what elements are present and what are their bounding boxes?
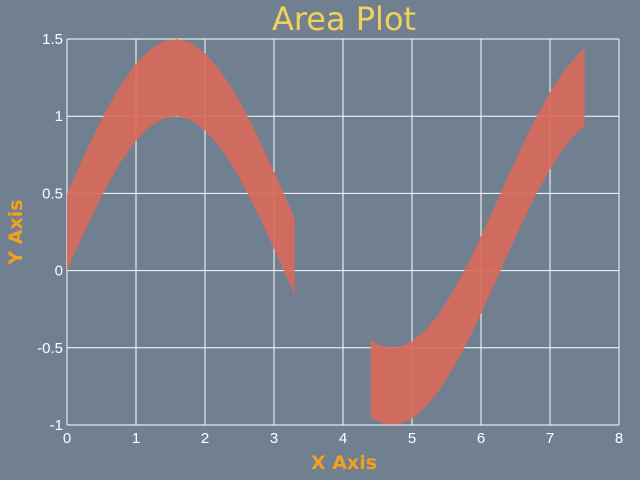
x-tick-label: 5 [408, 430, 416, 447]
y-tick-label: 1.5 [42, 31, 63, 48]
x-tick-label: 8 [615, 430, 623, 447]
x-tick-label: 6 [477, 430, 485, 447]
x-axis-label: X Axis [311, 452, 377, 474]
y-tick-label: 0.5 [42, 185, 63, 202]
y-tick-label: 1 [55, 108, 63, 125]
area-band-1 [67, 39, 295, 295]
chart-title: Area Plot [272, 0, 416, 38]
y-tick-label: -0.5 [37, 340, 63, 357]
x-tick-label: 3 [270, 430, 278, 447]
y-axis-label: Y Axis [5, 199, 27, 265]
x-tick-label: 4 [339, 430, 347, 447]
x-tick-label: 0 [63, 430, 71, 447]
y-tick-label: 0 [55, 263, 63, 280]
x-tick-label: 2 [201, 430, 209, 447]
x-tick-label: 7 [546, 430, 554, 447]
area-series [67, 39, 585, 425]
y-tick-labels: -1 -0.5 0 0.5 1 1.5 [37, 31, 63, 434]
area-band-2 [370, 48, 585, 425]
x-tick-label: 1 [132, 430, 140, 447]
x-tick-labels: 0 1 2 3 4 5 6 7 8 [63, 430, 623, 447]
y-tick-label: -1 [50, 417, 63, 434]
